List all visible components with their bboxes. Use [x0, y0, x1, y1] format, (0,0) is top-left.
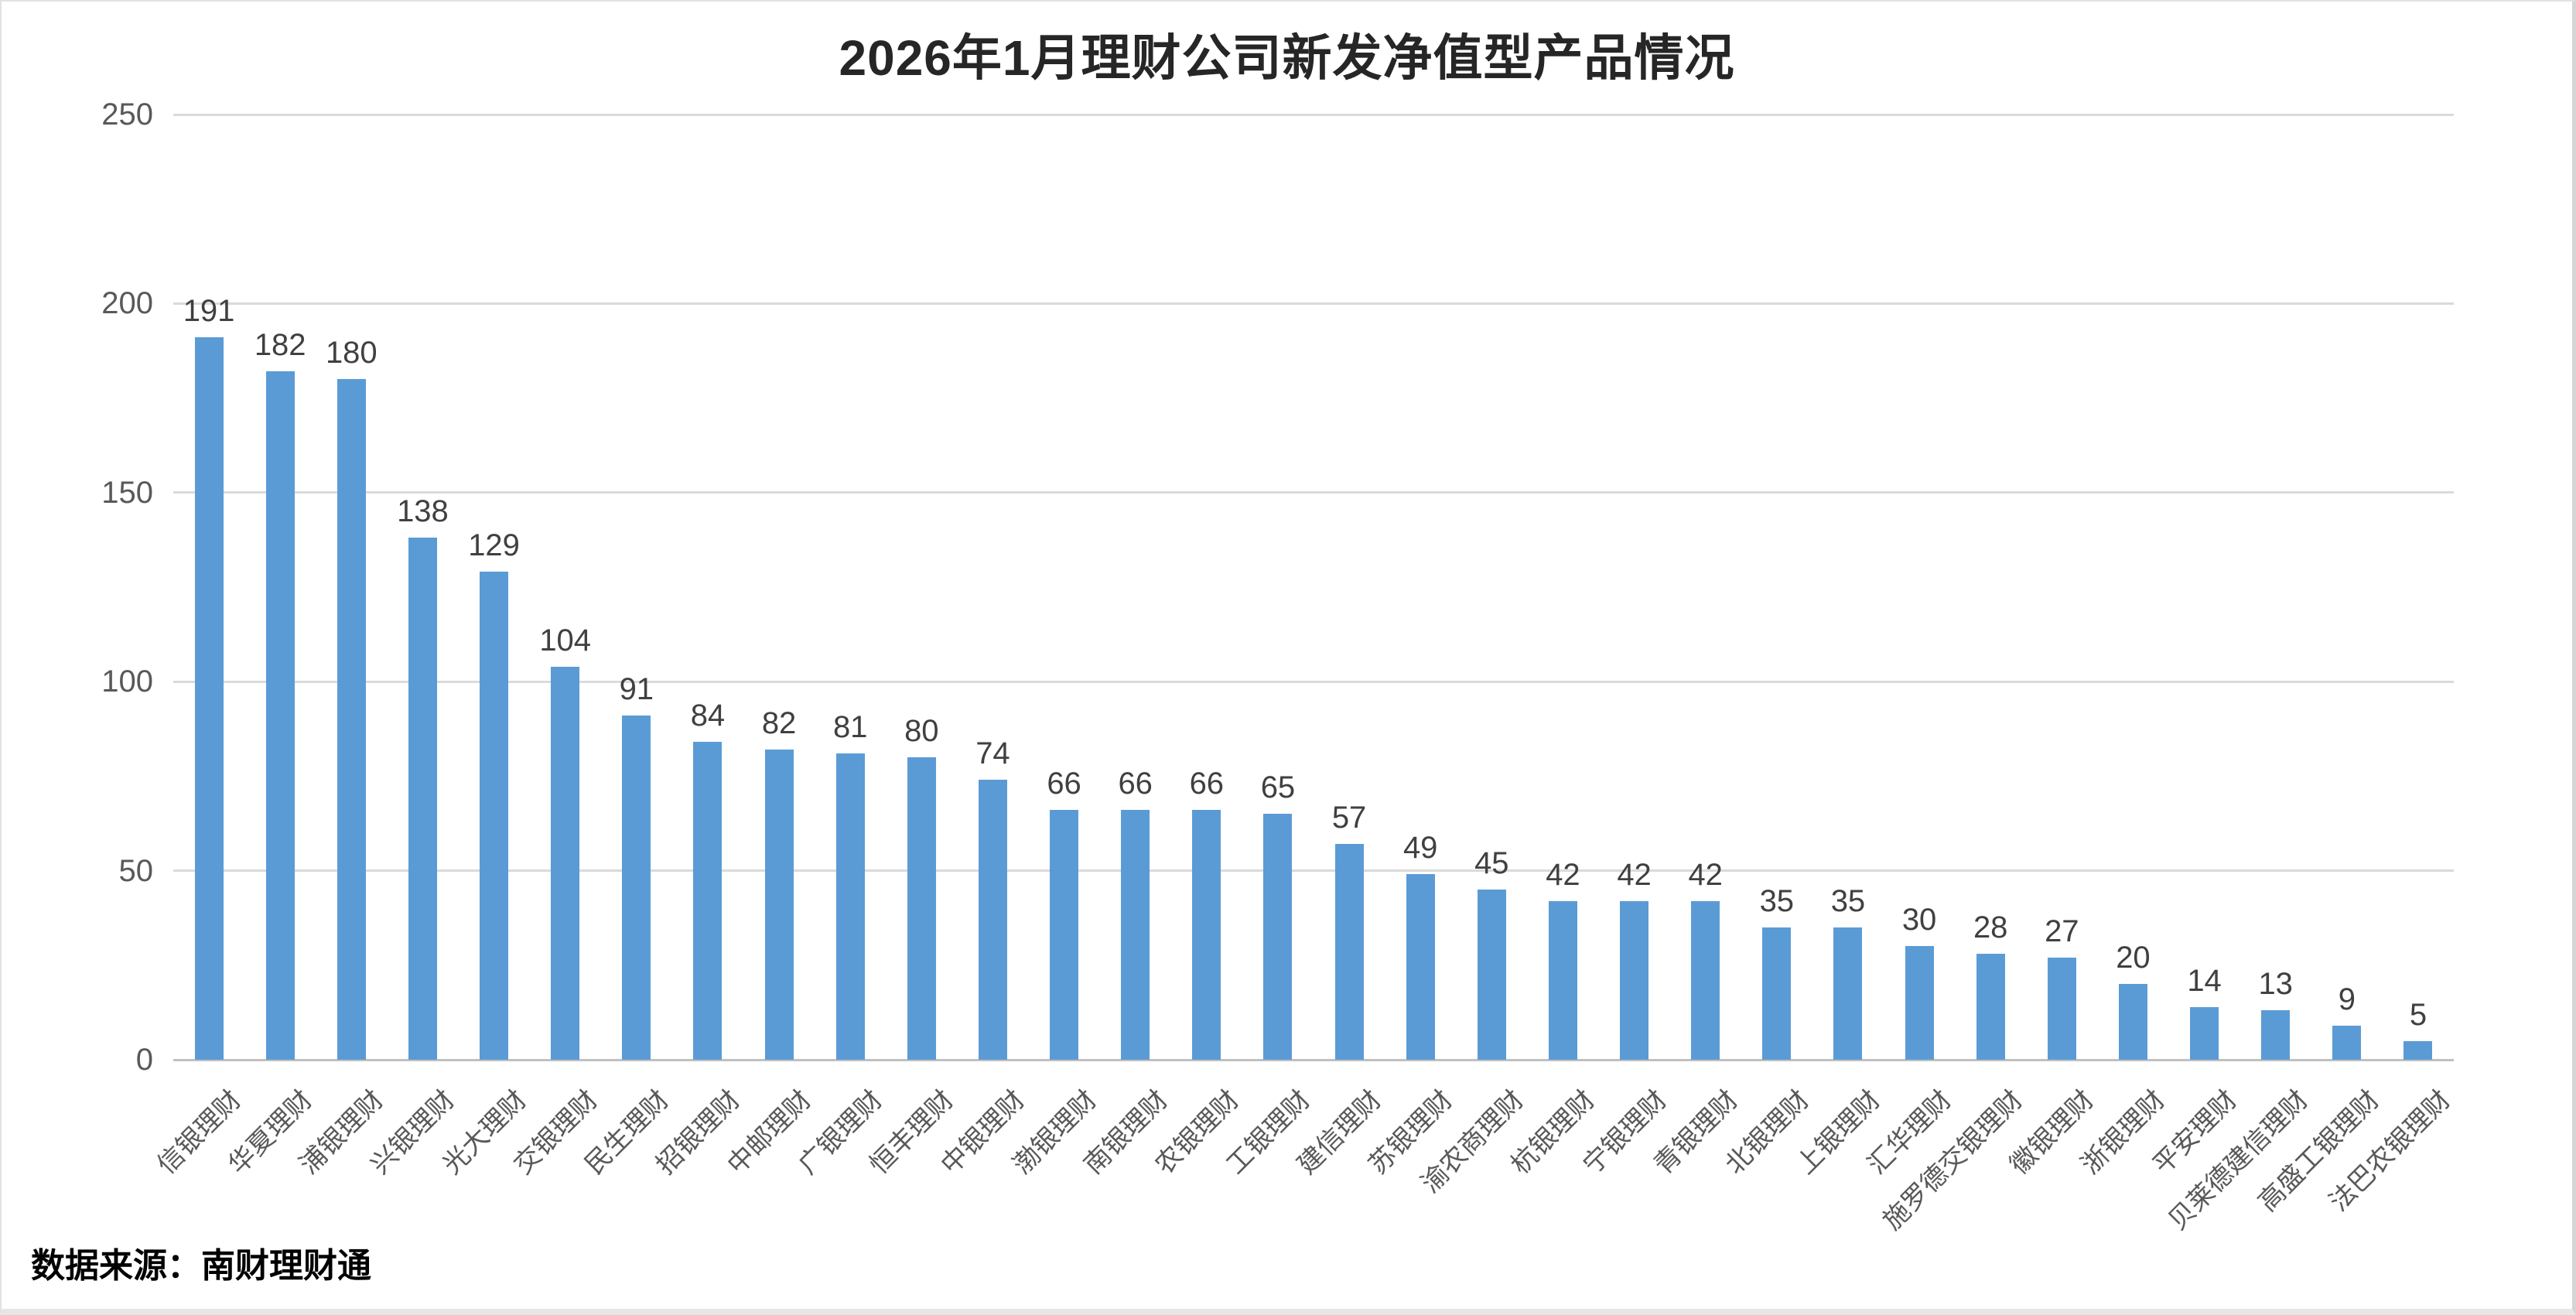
- bar-value-label: 91: [619, 672, 654, 707]
- x-axis-baseline: [173, 1058, 2454, 1061]
- bar: [2332, 1026, 2362, 1060]
- bar-value-label: 49: [1402, 831, 1438, 866]
- bar-value-label: 20: [2116, 941, 2151, 975]
- bar: [1762, 927, 1792, 1060]
- bar: [1263, 814, 1293, 1060]
- chart-title: 2026年1月理财公司新发净值型产品情况: [839, 30, 1735, 86]
- bar: [2118, 984, 2147, 1060]
- bar: [2261, 1010, 2291, 1060]
- bar-value-label: 66: [1118, 767, 1153, 801]
- bar-value-label: 66: [1047, 767, 1081, 801]
- bar: [194, 337, 224, 1060]
- y-axis-tick-label: 100: [101, 664, 153, 699]
- bar-value-label: 84: [690, 698, 726, 733]
- bar: [2403, 1040, 2433, 1060]
- bar: [1050, 810, 1079, 1060]
- bar: [622, 716, 651, 1060]
- bar: [907, 757, 936, 1060]
- bar-value-label: 9: [2338, 982, 2356, 1016]
- bar: [265, 371, 295, 1060]
- bar: [1192, 810, 1221, 1060]
- bar: [1620, 900, 1649, 1060]
- bar: [551, 666, 580, 1060]
- gridline: [173, 869, 2454, 873]
- bar-value-label: 180: [325, 336, 378, 371]
- bar-value-label: 66: [1189, 767, 1225, 801]
- y-axis-tick-label: 0: [135, 1043, 153, 1077]
- bar-value-label: 14: [2187, 963, 2222, 998]
- bar-value-label: 65: [1260, 770, 1296, 805]
- bar-value-label: 138: [397, 494, 449, 529]
- bar: [978, 780, 1007, 1060]
- bar-value-label: 35: [1830, 883, 1866, 918]
- bar: [337, 379, 366, 1060]
- y-axis-tick-label: 50: [118, 853, 154, 888]
- bar-value-label: 13: [2258, 967, 2293, 1002]
- bar: [1334, 844, 1364, 1060]
- y-axis-tick-label: 250: [101, 97, 153, 132]
- bar-value-label: 82: [761, 706, 797, 741]
- bar: [1406, 874, 1435, 1060]
- bar-value-label: 42: [1546, 857, 1580, 892]
- bar-value-label: 5: [2409, 997, 2427, 1032]
- bar-value-label: 45: [1474, 846, 1509, 881]
- gridline: [173, 680, 2454, 683]
- bar: [1691, 900, 1720, 1060]
- y-axis-tick-label: 200: [101, 286, 153, 321]
- bar-value-label: 42: [1617, 857, 1652, 892]
- bar: [1833, 927, 1863, 1060]
- bar-value-label: 182: [254, 328, 306, 363]
- bar-value-label: 28: [1973, 910, 2008, 945]
- bar: [693, 742, 723, 1060]
- gridline: [173, 491, 2454, 494]
- bar: [835, 753, 865, 1060]
- bar: [1905, 946, 1934, 1060]
- gridline: [173, 302, 2454, 305]
- bar: [1976, 954, 2005, 1060]
- bar-value-label: 129: [468, 528, 520, 563]
- bar-value-label: 42: [1688, 857, 1723, 892]
- bar-value-label: 30: [1901, 903, 1937, 938]
- bar-value-label: 104: [539, 623, 592, 658]
- bar-value-label: 74: [975, 736, 1010, 771]
- bar: [480, 572, 509, 1060]
- bar: [1477, 890, 1506, 1060]
- bar: [408, 538, 437, 1060]
- gridline: [173, 113, 2454, 116]
- y-axis-tick-label: 150: [101, 475, 153, 510]
- bar: [2047, 958, 2076, 1060]
- bar-value-label: 81: [832, 710, 868, 745]
- bar: [764, 750, 794, 1060]
- bar-value-label: 57: [1331, 801, 1367, 835]
- data-source-note: 数据来源：南财理财通: [31, 1247, 371, 1285]
- bar-value-label: 35: [1759, 883, 1795, 918]
- bar: [1548, 900, 1577, 1060]
- bar-value-label: 191: [183, 294, 235, 329]
- bar: [1121, 810, 1150, 1060]
- bar: [2190, 1006, 2219, 1060]
- bar-value-label: 27: [2045, 914, 2079, 949]
- bar-value-label: 80: [904, 713, 939, 748]
